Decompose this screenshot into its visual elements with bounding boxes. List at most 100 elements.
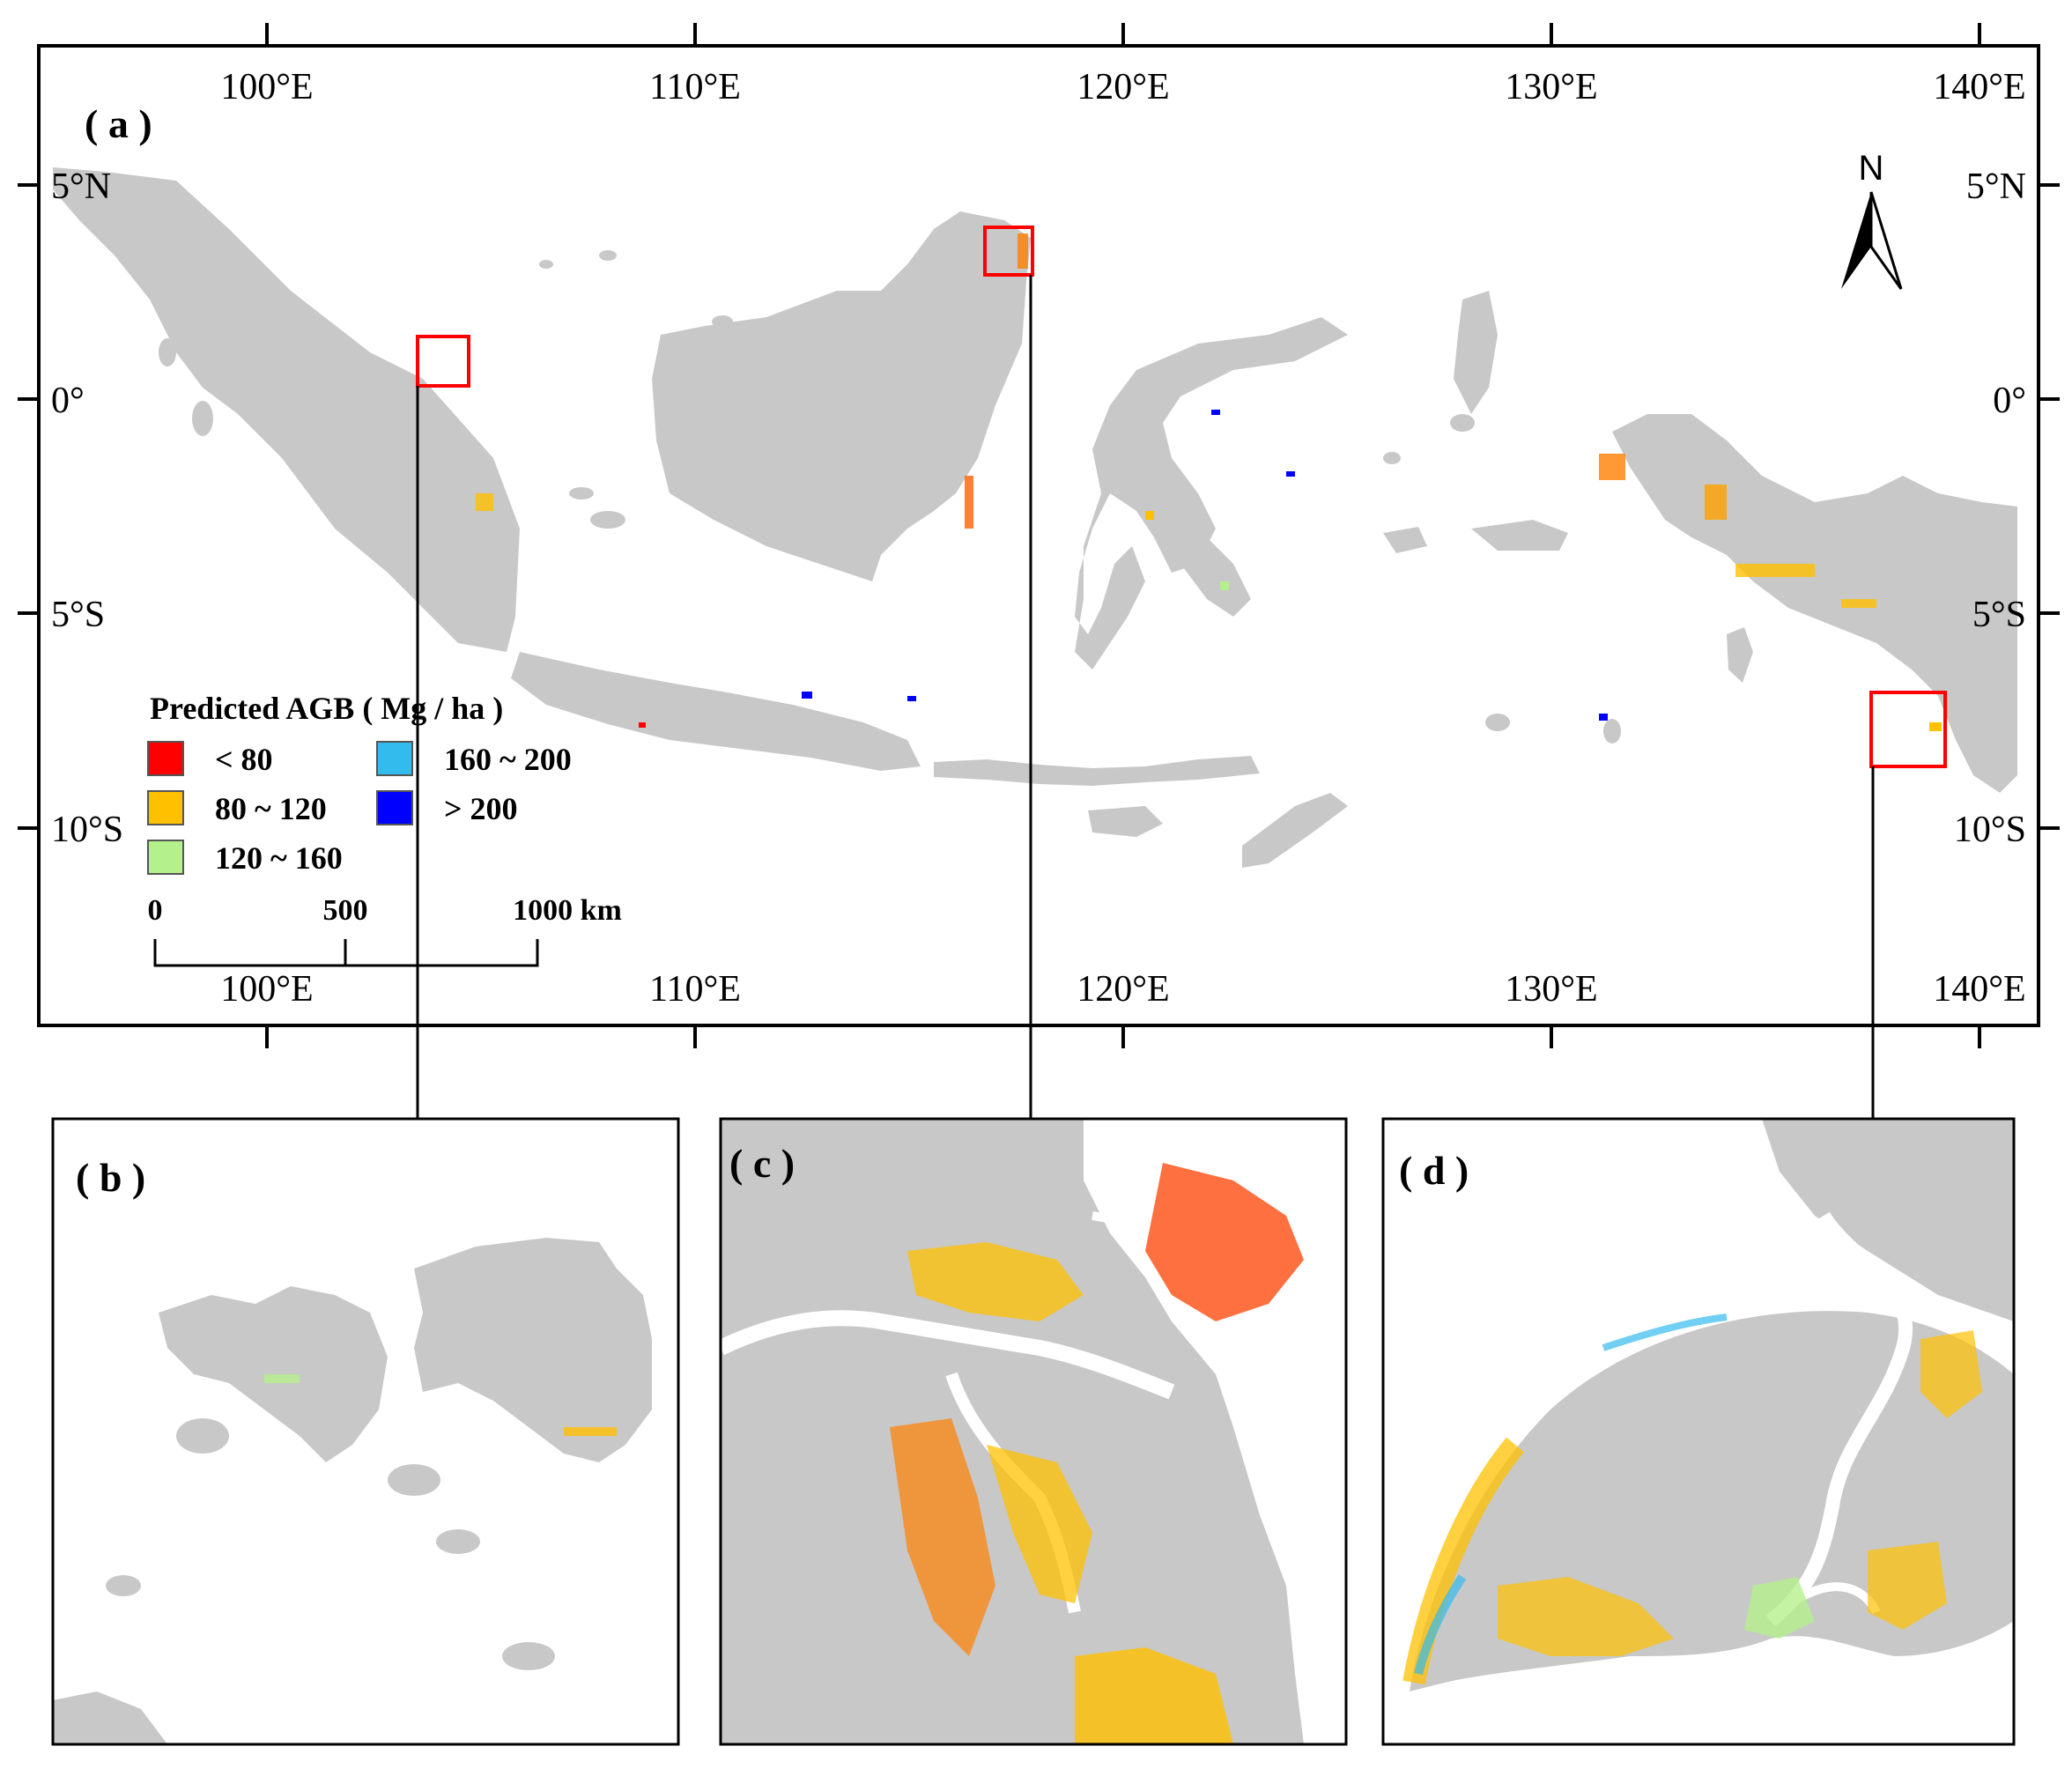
legend-swatch-gt200: [376, 790, 413, 825]
islet: [789, 345, 814, 359]
scale-label-0: 0: [148, 894, 163, 927]
lon-label-top: 140°E: [1933, 67, 2025, 107]
panel-b-map: ( b ): [51, 1117, 680, 1746]
panel-d-yellow-patch: [1920, 1330, 1982, 1418]
sulawesi: [1075, 317, 1348, 670]
panel-d-fringe: [1402, 1437, 1525, 1685]
islet: [192, 401, 213, 436]
north-arrow-label: N: [1859, 149, 1884, 188]
panel-b-label: ( b ): [76, 1155, 145, 1200]
panel-b-islet: [106, 1575, 141, 1596]
islet: [159, 338, 176, 366]
panel-c-red-patch: [1145, 1163, 1304, 1321]
islet: [712, 315, 733, 328]
legend-label: > 200: [444, 791, 518, 826]
panel-a-map: 100°E 110°E 120°E 130°E 140°E 100°E 110°…: [18, 23, 2060, 1048]
legend-label: < 80: [215, 742, 273, 777]
lon-label-top: 110°E: [649, 67, 741, 107]
seram: [1471, 520, 1568, 551]
legend-label: 120 ~ 160: [215, 840, 343, 876]
inset-box-b: [416, 335, 470, 388]
islet: [590, 511, 625, 529]
lon-ticks: [265, 23, 1981, 1048]
lat-label-right: 5°S: [1972, 595, 2026, 635]
panel-c-river: [717, 1310, 1175, 1400]
panel-b-frame: [51, 1117, 680, 1746]
lat-ticks: [18, 183, 2060, 830]
legend: Predicted AGB ( Mg / ha ) < 80 80 ~ 120 …: [147, 691, 572, 876]
panel-d-label: ( d ): [1399, 1148, 1469, 1193]
scale-bar-line: [153, 939, 539, 967]
panel-b-islet: [436, 1529, 480, 1554]
lon-label-bottom: 120°E: [1077, 969, 1169, 1010]
islet: [1450, 414, 1475, 432]
panel-b-islet: [388, 1464, 440, 1496]
lat-label-left: 5°S: [51, 595, 105, 635]
islet: [1485, 714, 1510, 731]
lat-label-right: 10°S: [1954, 810, 2026, 850]
panel-d-land-upper: [1762, 1119, 2014, 1321]
sumba: [1088, 806, 1163, 837]
legend-swatch-120-160: [147, 840, 184, 875]
scale-label-1000: 1000 km: [513, 894, 622, 927]
panel-c-yellow-patch: [987, 1445, 1092, 1603]
scale-label-500: 500: [323, 894, 368, 927]
panel-d-fringe: [1602, 1314, 1728, 1351]
north-arrow-right: [1869, 191, 1903, 290]
inset-box-c: [983, 226, 1034, 277]
north-arrow: N: [1841, 149, 1903, 290]
north-arrow-left: [1841, 192, 1871, 289]
legend-label: 160 ~ 200: [444, 742, 572, 777]
panel-d-green-patch: [1744, 1577, 1815, 1639]
legend-swatch-lt80: [147, 741, 184, 776]
panel-c-yellow-patch: [907, 1242, 1084, 1321]
legend-label: 80 ~ 120: [215, 791, 327, 826]
islet: [539, 260, 553, 269]
lon-label-bottom: 110°E: [649, 969, 741, 1010]
lat-label-right: 0°: [1993, 381, 2026, 421]
panel-d-river: [1765, 1211, 1913, 1627]
panel-d-yellow-patch: [1498, 1577, 1674, 1656]
lon-label-bottom: 100°E: [220, 969, 313, 1010]
panel-c-frame: [719, 1117, 1348, 1746]
connector-lines: [416, 275, 1875, 1119]
islet: [1603, 719, 1621, 744]
panel-c-yellow-patch: [1075, 1647, 1233, 1744]
scale-bar: 0 500 1000 km: [148, 894, 622, 967]
panel-d-frame: [1381, 1117, 2016, 1746]
legend-title: Predicted AGB ( Mg / ha ): [150, 691, 503, 726]
panel-b-land-corner: [53, 1691, 167, 1744]
lat-label-left: 10°S: [51, 810, 123, 850]
java: [511, 652, 921, 771]
buru: [1383, 527, 1427, 553]
panel-d-map: ( d ): [1381, 1117, 2016, 1746]
lon-label-top: 130°E: [1505, 67, 1597, 107]
lon-label-bottom: 130°E: [1505, 969, 1597, 1010]
panel-c-orange-patch: [890, 1418, 995, 1656]
panel-b-islet: [502, 1642, 555, 1670]
lat-label-right: 5°N: [1966, 166, 2026, 207]
agb-specks: [476, 233, 1942, 731]
islet: [1383, 452, 1401, 464]
panel-c-map: ( c ): [717, 1117, 1348, 1746]
lat-label-left: 5°N: [51, 166, 111, 207]
sumatra: [53, 167, 520, 652]
borneo: [652, 211, 1031, 581]
lon-label-top: 120°E: [1077, 67, 1169, 107]
birds-head: [1639, 423, 1727, 467]
panel-c-label: ( c ): [729, 1141, 795, 1186]
panel-d-fringe: [1414, 1574, 1467, 1676]
islet: [569, 487, 594, 500]
lesser-sunda: [934, 756, 1260, 786]
legend-swatch-80-120: [147, 790, 184, 825]
halmahera: [1454, 291, 1498, 414]
panel-a-label: ( a ): [85, 101, 152, 146]
timor: [1242, 793, 1348, 868]
inset-box-d: [1869, 691, 1947, 768]
islet: [599, 250, 617, 261]
panel-d-yellow-patch: [1868, 1542, 1947, 1630]
aru-islands: [1727, 627, 1753, 683]
lat-label-left: 0°: [51, 381, 85, 421]
lon-label-bottom: 140°E: [1933, 969, 2025, 1010]
